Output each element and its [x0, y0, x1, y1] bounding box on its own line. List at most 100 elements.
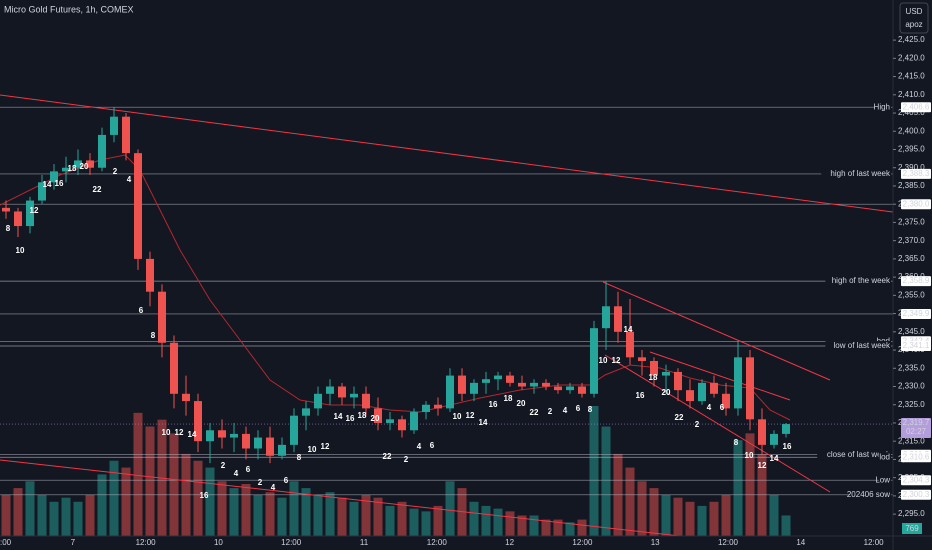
candle-body: [278, 444, 286, 456]
y-tick-label: 2,325.0: [898, 400, 925, 409]
volume-bar: [601, 426, 611, 536]
volume-bar: [61, 497, 71, 536]
level-label: 2,341.1: [903, 341, 930, 350]
hour-annotation: 10: [162, 428, 171, 437]
volume-bar: [445, 481, 455, 536]
hour-annotation: 14: [624, 325, 633, 334]
candle-body: [566, 386, 574, 391]
candle-body: [182, 393, 190, 402]
candle-body: [218, 430, 226, 438]
x-tick-label: 12:00: [718, 538, 739, 547]
hour-annotation: 10: [16, 246, 25, 255]
level-name: high of the week: [832, 276, 891, 285]
hour-annotation: 14: [43, 180, 52, 189]
last-price-box: [901, 418, 931, 439]
candle-body: [590, 328, 598, 394]
volume-bar: [745, 433, 755, 536]
y-tick-label: 2,425.0: [898, 35, 925, 44]
level-label: 2,380.0: [903, 199, 930, 208]
x-tick-label: 10: [214, 538, 223, 547]
level-label: 2,304.3: [903, 475, 930, 484]
hour-annotation: 18: [68, 164, 77, 173]
candle-body: [86, 160, 94, 168]
hour-annotation: 22: [530, 408, 539, 417]
currency: USD: [906, 7, 923, 16]
volume-layer: [1, 406, 791, 536]
volume-bar: [373, 497, 383, 536]
volume-bar: [709, 501, 719, 536]
volume-bar: [97, 474, 107, 536]
hour-annotation: 4: [234, 469, 239, 478]
trend-line: [0, 94, 894, 213]
level-name-box: [821, 168, 891, 179]
level-box: [901, 341, 931, 352]
volume-bar: [433, 505, 443, 536]
trend-line: [604, 354, 831, 493]
level-box: [901, 475, 931, 486]
level-name: high of last week: [830, 169, 891, 178]
hour-annotation: 12: [321, 442, 330, 451]
candle-body: [302, 408, 310, 416]
candle-body: [194, 401, 202, 442]
hour-annotation: 12: [30, 206, 39, 215]
candle-body: [638, 357, 646, 361]
level-label: 2,349.9: [903, 309, 930, 318]
volume-bar: [781, 515, 791, 536]
level-name-box: [878, 475, 891, 486]
x-tick-label: 14: [796, 538, 805, 547]
level-label: 2,358.9: [903, 276, 930, 285]
x-tick-label: :00: [0, 538, 12, 547]
volume-bar: [265, 492, 275, 536]
y-tick-label: 2,390.0: [898, 163, 925, 172]
y-tick-label: 2,410.0: [898, 90, 925, 99]
hour-annotation: 4: [707, 403, 712, 412]
level-name-box: [825, 276, 891, 287]
candle-body: [554, 386, 562, 391]
hour-annotation: 6: [430, 441, 435, 450]
candle-body: [50, 171, 58, 183]
hour-annotation: 16: [489, 400, 498, 409]
level-name: lod: [879, 452, 890, 461]
level-name: close of last week: [827, 450, 891, 459]
volume-bar: [169, 433, 179, 536]
volume-bar: [1, 494, 11, 536]
candle-body: [98, 134, 106, 168]
y-tick-label: 2,335.0: [898, 363, 925, 372]
volume-bar: [361, 494, 371, 536]
candle-body: [266, 437, 274, 456]
hour-annotation: 4: [127, 175, 132, 184]
level-name: low of last week: [834, 341, 891, 350]
hour-annotation: 6: [246, 465, 251, 474]
hour-annotation: 10: [453, 412, 462, 421]
y-tick-label: 2,415.0: [898, 72, 925, 81]
hour-annotation: 10: [599, 356, 608, 365]
candle-body: [518, 382, 526, 387]
countdown: 02:27: [906, 427, 927, 436]
x-tick-label: 13: [651, 538, 660, 547]
volume-bar: [205, 467, 215, 536]
currency-box[interactable]: [899, 2, 929, 34]
x-tick-label: 12: [505, 538, 514, 547]
volume-bar: [133, 412, 143, 536]
candle-body: [2, 207, 10, 212]
candle-body: [494, 375, 502, 380]
candle-body: [434, 404, 442, 409]
level-name-box: [817, 449, 891, 460]
hour-annotation: 22: [93, 185, 102, 194]
hour-annotation: 14: [479, 418, 488, 427]
candle-body: [338, 386, 346, 398]
level-name: High: [874, 102, 890, 111]
volume-bar: [217, 481, 227, 536]
candle-body: [458, 375, 466, 394]
hour-annotation: 20: [662, 388, 671, 397]
level-box: [901, 489, 931, 500]
candle-body: [146, 258, 154, 292]
candle-body: [122, 116, 130, 154]
candle-body: [14, 211, 22, 227]
hour-annotation: 2: [258, 478, 263, 487]
y-tick-label: 2,385.0: [898, 181, 925, 190]
candle-body: [530, 382, 538, 387]
hour-annotation: 8: [6, 224, 11, 233]
level-box: [901, 102, 931, 113]
hour-annotation: 18: [358, 411, 367, 420]
